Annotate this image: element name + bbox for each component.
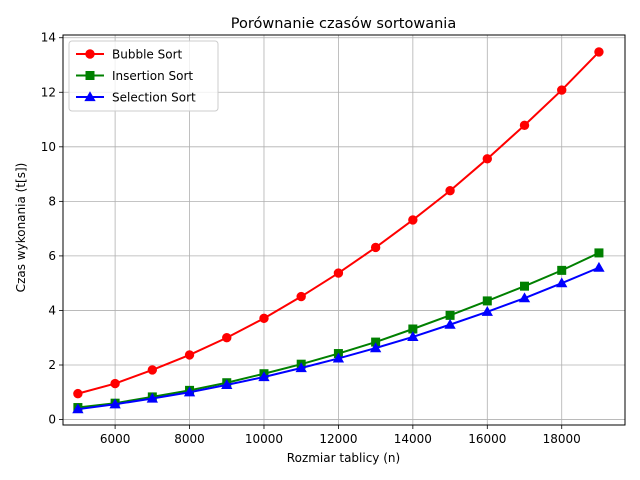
data-point-selection-sort [518,292,531,303]
y-tick-label: 4 [48,303,56,317]
legend: Bubble Sort Insertion Sort Selection Sort [68,40,219,112]
data-point-selection-sort [481,306,493,316]
data-point-insertion-sort [445,310,455,320]
data-point-bubble-sort [259,313,269,324]
data-point-insertion-sort [482,296,492,306]
x-tick-label: 16000 [468,432,506,446]
x-tick-label: 18000 [543,432,581,446]
data-point-selection-sort [556,277,568,288]
axes-frame [62,34,626,426]
y-tick-label: 8 [48,194,56,208]
data-point-selection-sort [369,342,382,353]
legend-label-selection-sort: Selection Sort [112,91,196,105]
legend-box [68,40,219,112]
y-axis-label: Czas wykonania (t[s]) [14,163,28,293]
series-selection-sort [72,261,605,414]
data-point-selection-sort [295,362,307,373]
data-point-bubble-sort [557,85,567,95]
y-tick-label: 0 [48,413,56,427]
data-point-selection-sort [221,379,233,390]
data-point-bubble-sort [333,268,344,278]
data-point-selection-sort [183,386,196,397]
data-point-selection-sort [332,352,345,363]
data-point-bubble-sort [408,215,418,225]
legend-marker-insertion-sort [85,71,95,80]
y-tick-label: 14 [41,31,56,45]
x-tick-label: 10000 [245,432,283,446]
x-tick-label: 8000 [174,432,205,446]
legend-marker-bubble-sort [85,49,95,59]
x-tick-label: 14000 [394,432,432,446]
data-point-selection-sort [444,318,456,329]
data-point-selection-sort [407,331,419,342]
y-tick-label: 12 [41,85,56,99]
y-tick-label: 10 [41,140,56,154]
data-point-selection-sort [109,398,121,409]
data-point-insertion-sort [557,265,567,275]
series-bubble-sort [73,47,604,399]
legend-label-insertion-sort: Insertion Sort [112,69,193,83]
x-axis-label: Rozmiar tablicy (n) [287,451,400,465]
data-point-insertion-sort [520,281,530,291]
data-point-bubble-sort [296,291,306,302]
y-tick-label: 6 [48,249,56,263]
y-tick-label: 2 [48,358,56,372]
data-point-bubble-sort [147,365,158,375]
data-point-bubble-sort [594,47,604,57]
data-point-selection-sort [72,403,84,414]
legend-label-bubble-sort: Bubble Sort [112,48,182,62]
data-point-bubble-sort [73,388,83,399]
data-point-selection-sort [593,261,605,272]
data-point-bubble-sort [482,154,492,164]
data-point-selection-sort [258,371,270,382]
data-point-bubble-sort [110,378,120,389]
x-tick-label: 12000 [319,432,357,446]
data-point-bubble-sort [445,186,455,196]
data-point-bubble-sort [519,120,530,130]
data-point-selection-sort [146,392,158,403]
data-point-bubble-sort [184,350,195,360]
plot-area: 6000 8000 10000 12000 14000 16000 18000 0 2 4 6 8 10… [41,31,626,446]
data-point-bubble-sort [370,242,381,253]
legend-marker-selection-sort [84,91,96,102]
data-point-insertion-sort [594,248,604,258]
x-tick-label: 6000 [100,432,131,446]
chart-title: Porównanie czasów sortowania [231,16,456,32]
data-point-bubble-sort [222,333,232,343]
